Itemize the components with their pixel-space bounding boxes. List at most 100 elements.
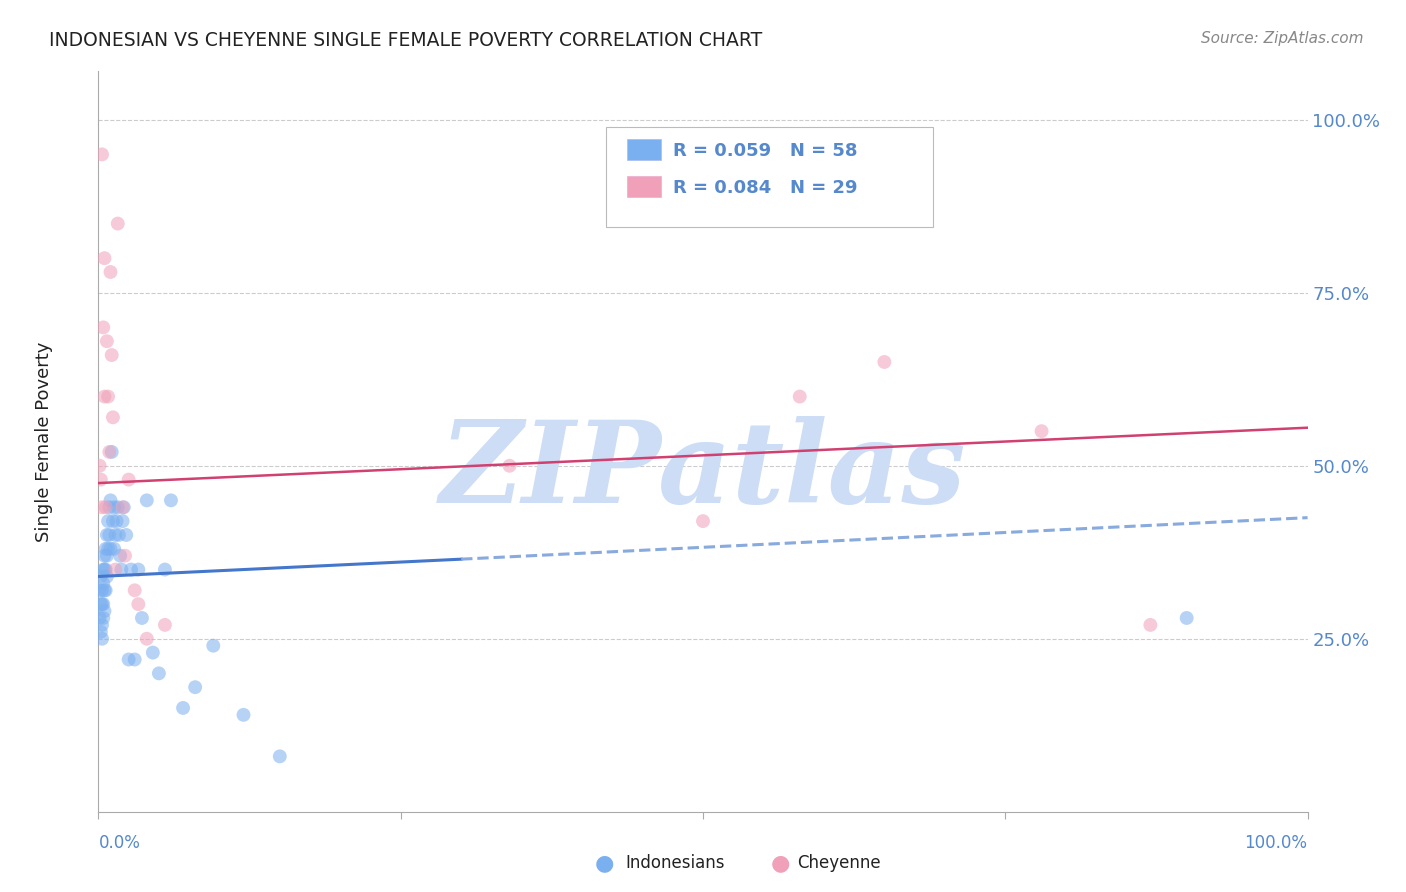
Point bbox=[91, 611, 114, 625]
Text: R = 0.059   N = 58: R = 0.059 N = 58 bbox=[672, 143, 858, 161]
Point bbox=[692, 514, 714, 528]
Point bbox=[91, 320, 114, 334]
Point bbox=[91, 576, 114, 591]
Point bbox=[118, 473, 141, 487]
Point bbox=[91, 597, 114, 611]
Point bbox=[108, 549, 131, 563]
Point bbox=[1139, 618, 1161, 632]
Point bbox=[100, 265, 122, 279]
FancyBboxPatch shape bbox=[627, 139, 661, 161]
Point bbox=[91, 147, 114, 161]
Point bbox=[100, 348, 122, 362]
Point bbox=[100, 445, 122, 459]
Point bbox=[232, 707, 254, 722]
Point bbox=[104, 528, 127, 542]
Point bbox=[202, 639, 225, 653]
Point bbox=[91, 563, 114, 577]
Point bbox=[498, 458, 520, 473]
Point bbox=[172, 701, 194, 715]
Point bbox=[93, 251, 115, 265]
Text: ●: ● bbox=[770, 854, 790, 873]
Point bbox=[114, 549, 136, 563]
Point bbox=[104, 563, 127, 577]
Point bbox=[93, 563, 115, 577]
Point bbox=[100, 493, 122, 508]
Point bbox=[153, 563, 176, 577]
Point bbox=[107, 500, 129, 515]
Point bbox=[127, 597, 149, 611]
Point bbox=[135, 493, 157, 508]
Point bbox=[124, 652, 146, 666]
Text: Single Female Poverty: Single Female Poverty bbox=[35, 342, 53, 541]
Point bbox=[110, 563, 132, 577]
Point bbox=[127, 563, 149, 577]
Point bbox=[1175, 611, 1198, 625]
Point bbox=[93, 549, 115, 563]
Point bbox=[91, 500, 114, 515]
Text: INDONESIAN VS CHEYENNE SINGLE FEMALE POVERTY CORRELATION CHART: INDONESIAN VS CHEYENNE SINGLE FEMALE POV… bbox=[49, 31, 762, 50]
Point bbox=[108, 528, 131, 542]
Point bbox=[111, 500, 134, 515]
Point bbox=[89, 611, 111, 625]
Text: ZIPatlas: ZIPatlas bbox=[440, 416, 966, 526]
Point bbox=[148, 666, 170, 681]
Point bbox=[873, 355, 896, 369]
Text: 100.0%: 100.0% bbox=[1244, 834, 1308, 852]
Point bbox=[142, 646, 165, 660]
Point bbox=[90, 569, 112, 583]
Point bbox=[90, 473, 112, 487]
Point bbox=[112, 500, 135, 515]
Point bbox=[101, 514, 124, 528]
Point bbox=[90, 624, 112, 639]
Point bbox=[101, 410, 124, 425]
Point bbox=[89, 458, 111, 473]
Point bbox=[94, 563, 117, 577]
Text: Indonesians: Indonesians bbox=[626, 855, 725, 872]
Point bbox=[103, 541, 125, 556]
Point bbox=[98, 500, 121, 515]
Point bbox=[107, 217, 129, 231]
Point bbox=[91, 583, 114, 598]
Point bbox=[118, 652, 141, 666]
Point bbox=[96, 549, 118, 563]
Point bbox=[103, 500, 125, 515]
Point bbox=[131, 611, 153, 625]
Point bbox=[94, 500, 117, 515]
FancyBboxPatch shape bbox=[627, 177, 661, 197]
Point bbox=[115, 528, 138, 542]
Point bbox=[96, 569, 118, 583]
Point bbox=[124, 583, 146, 598]
Point bbox=[97, 541, 120, 556]
Point bbox=[153, 618, 176, 632]
Point bbox=[789, 390, 811, 404]
Text: Source: ZipAtlas.com: Source: ZipAtlas.com bbox=[1201, 31, 1364, 46]
Point bbox=[94, 583, 117, 598]
Point bbox=[91, 597, 114, 611]
Point bbox=[93, 583, 115, 598]
Point bbox=[90, 597, 112, 611]
Text: Cheyenne: Cheyenne bbox=[797, 855, 880, 872]
Point bbox=[93, 390, 115, 404]
Text: R = 0.084   N = 29: R = 0.084 N = 29 bbox=[672, 179, 858, 197]
Point bbox=[105, 514, 128, 528]
Point bbox=[89, 583, 111, 598]
Point bbox=[91, 618, 114, 632]
Point bbox=[111, 514, 134, 528]
Point bbox=[94, 541, 117, 556]
Point bbox=[135, 632, 157, 646]
Point bbox=[120, 563, 142, 577]
FancyBboxPatch shape bbox=[606, 127, 932, 227]
Text: 0.0%: 0.0% bbox=[98, 834, 141, 852]
Point bbox=[160, 493, 183, 508]
Point bbox=[96, 528, 118, 542]
Point bbox=[98, 445, 121, 459]
Point bbox=[98, 528, 121, 542]
Text: ●: ● bbox=[595, 854, 614, 873]
Point bbox=[1031, 424, 1053, 438]
Point bbox=[184, 680, 207, 694]
Point bbox=[93, 604, 115, 618]
Point bbox=[269, 749, 291, 764]
Point bbox=[100, 541, 122, 556]
Point bbox=[97, 390, 120, 404]
Point bbox=[91, 632, 114, 646]
